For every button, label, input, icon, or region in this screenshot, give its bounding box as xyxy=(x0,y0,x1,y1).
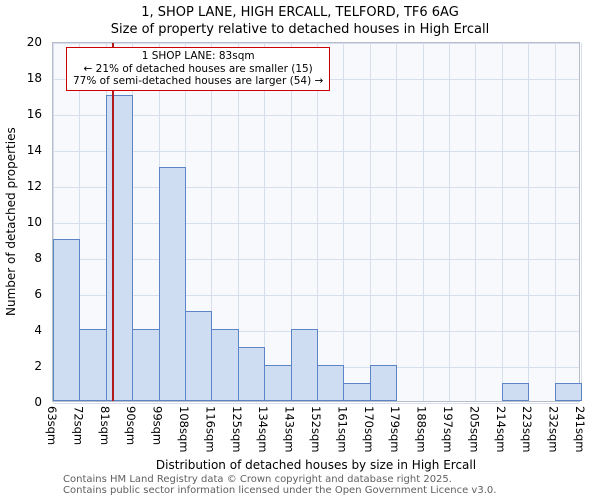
x-tick-label: 223sqm xyxy=(520,406,535,453)
y-tick-label: 4 xyxy=(34,323,42,337)
plot-area xyxy=(52,42,582,404)
chart-title: 1, SHOP LANE, HIGH ERCALL, TELFORD, TF6 … xyxy=(141,5,459,20)
v-gridline xyxy=(369,43,371,401)
bar-161sqm xyxy=(343,383,371,401)
bar-116sqm xyxy=(211,329,239,401)
h-gridline xyxy=(53,259,579,260)
x-tick-label: 188sqm xyxy=(414,406,429,453)
x-tick-label: 143sqm xyxy=(282,406,297,453)
footer-line-2: Contains public sector information licen… xyxy=(63,485,497,496)
h-gridline xyxy=(53,187,579,188)
annotation-line-3: 77% of semi-detached houses are larger (… xyxy=(73,75,324,87)
y-tick-label: 20 xyxy=(26,35,42,49)
bar-99sqm xyxy=(158,167,186,401)
bar-152sqm xyxy=(317,365,345,401)
x-tick-label: 179sqm xyxy=(388,406,403,453)
h-gridline xyxy=(53,115,579,116)
v-gridline xyxy=(554,43,556,401)
v-gridline xyxy=(317,43,318,401)
v-gridline xyxy=(475,43,477,401)
x-tick-label: 108sqm xyxy=(177,406,191,453)
y-tick-label: 2 xyxy=(34,359,42,373)
chart-subtitle: Size of property relative to detached ho… xyxy=(110,22,490,37)
x-tick-label: 81sqm xyxy=(97,406,112,446)
x-tick-label: 116sqm xyxy=(203,406,218,453)
v-gridline xyxy=(79,43,81,401)
x-tick-label: 205sqm xyxy=(467,406,482,453)
marker-line xyxy=(112,43,115,401)
y-tick-label: 18 xyxy=(26,71,42,85)
bar-125sqm xyxy=(237,347,266,401)
annotation-line-2: ← 21% of detached houses are smaller (15… xyxy=(83,62,313,75)
bar-143sqm xyxy=(290,329,318,401)
x-tick-label: 170sqm xyxy=(361,406,376,453)
y-tick-label: 0 xyxy=(34,395,42,409)
v-gridline xyxy=(396,43,398,401)
v-gridline xyxy=(449,43,450,401)
footer-line-1: Contains HM Land Registry data © Crown c… xyxy=(63,474,452,485)
y-tick-label: 8 xyxy=(34,251,42,265)
x-tick-label: 134sqm xyxy=(256,406,271,453)
x-tick-label: 197sqm xyxy=(441,406,455,453)
h-gridline xyxy=(53,295,579,296)
v-gridline xyxy=(528,43,530,401)
v-gridline xyxy=(290,43,292,401)
bar-134sqm xyxy=(264,365,292,401)
annotation-line-1: 1 SHOP LANE: 83sqm xyxy=(141,50,255,62)
bar-72sqm xyxy=(79,329,107,401)
y-tick-label: 6 xyxy=(34,287,42,301)
y-axis-ticks: 0 2 4 6 8 10 12 14 16 18 20 xyxy=(0,35,48,409)
v-gridline xyxy=(422,43,424,401)
v-gridline xyxy=(211,43,213,401)
annotation-box: 1 SHOP LANE: 83sqm ← 21% of detached hou… xyxy=(66,47,331,91)
bar-232sqm xyxy=(554,383,582,401)
h-gridline xyxy=(53,223,579,224)
x-tick-label: 99sqm xyxy=(150,406,165,446)
x-tick-label: 63sqm xyxy=(45,406,59,446)
x-tick-label: 214sqm xyxy=(493,406,508,453)
x-axis-ticks: 63sqm 72sqm 81sqm 90sqm 99sqm 108sqm 116sqm 125… xyxy=(45,406,587,458)
v-gridline xyxy=(53,43,54,401)
v-gridline xyxy=(264,43,266,401)
v-gridline xyxy=(501,43,503,401)
bar-108sqm xyxy=(185,311,213,401)
bar-63sqm xyxy=(53,239,81,401)
x-tick-label: 152sqm xyxy=(309,406,323,453)
x-tick-label: 161sqm xyxy=(335,406,350,453)
bar-90sqm xyxy=(132,329,160,401)
x-tick-label: 241sqm xyxy=(573,406,587,453)
y-tick-label: 10 xyxy=(26,215,42,229)
v-gridline xyxy=(581,43,582,401)
v-gridline xyxy=(343,43,345,401)
y-tick-label: 16 xyxy=(26,107,42,121)
x-tick-label: 125sqm xyxy=(229,406,244,453)
bar-81sqm xyxy=(105,95,134,401)
x-tick-label: 90sqm xyxy=(124,406,139,446)
h-gridline xyxy=(53,151,579,152)
h-gridline xyxy=(53,43,579,44)
x-tick-label: 232sqm xyxy=(546,406,561,453)
bar-170sqm xyxy=(369,365,398,401)
y-tick-label: 12 xyxy=(26,179,42,193)
v-gridline xyxy=(237,43,239,401)
bar-214sqm xyxy=(501,383,530,401)
x-axis-label: Distribution of detached houses by size … xyxy=(155,458,477,472)
h-gridline xyxy=(53,403,579,404)
y-tick-label: 14 xyxy=(26,143,42,157)
x-tick-label: 72sqm xyxy=(71,406,86,446)
